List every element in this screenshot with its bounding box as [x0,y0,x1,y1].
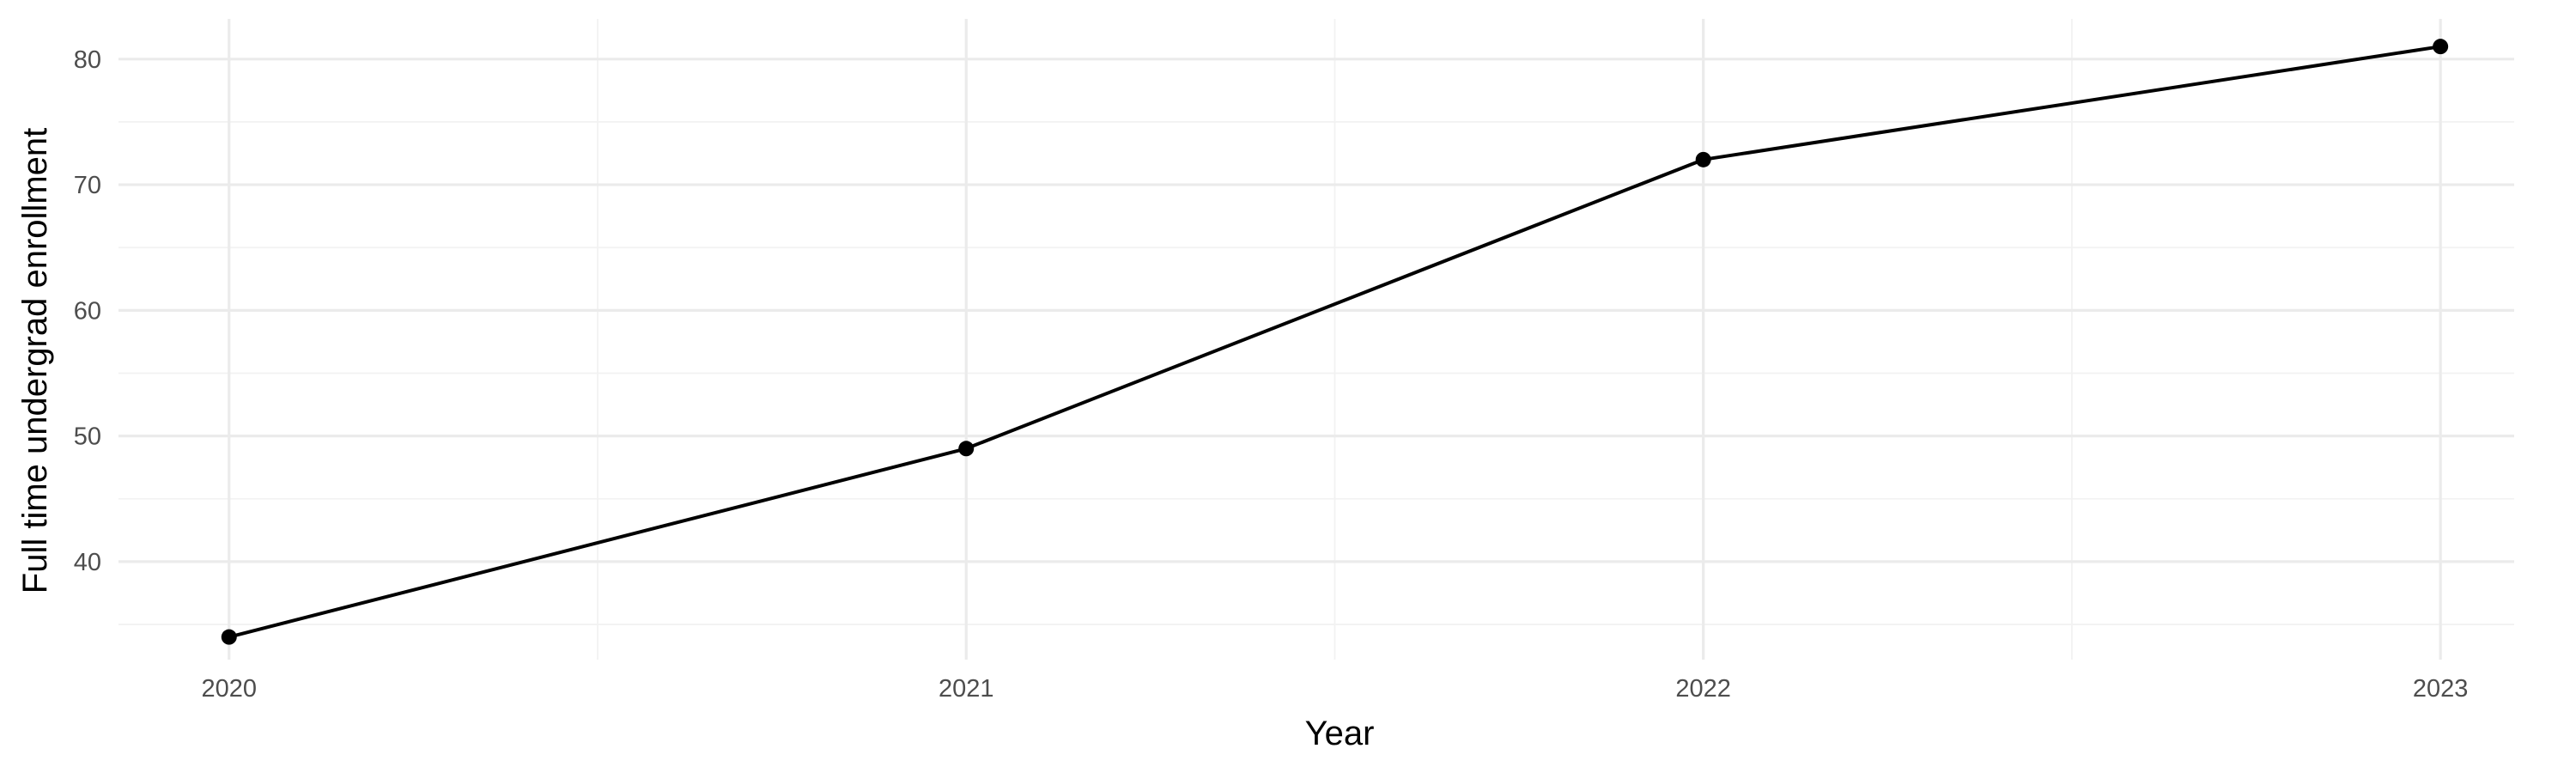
data-point [1695,151,1711,167]
plot-area [221,39,2449,645]
x-axis-ticks: 2020 2021 2022 2023 [202,675,2469,703]
y-tick-label: 70 [74,172,101,199]
data-point [958,441,975,457]
series-line [228,45,2441,639]
x-tick-label: 2023 [2413,675,2469,703]
x-tick-label: 2020 [202,675,258,703]
y-tick-label: 50 [74,423,101,451]
y-tick-label: 40 [74,549,101,576]
grid [118,19,2514,660]
data-point [221,629,237,645]
x-tick-label: 2022 [1675,675,1731,703]
data-point [2433,39,2449,55]
y-axis-title: Full time undergrad enrollment [16,128,54,593]
x-axis-title: Year [1305,715,1375,752]
y-tick-label: 60 [74,297,101,325]
x-tick-label: 2021 [939,675,994,703]
y-axis-ticks: 40 50 60 70 80 [74,46,101,576]
y-tick-label: 80 [74,46,101,74]
